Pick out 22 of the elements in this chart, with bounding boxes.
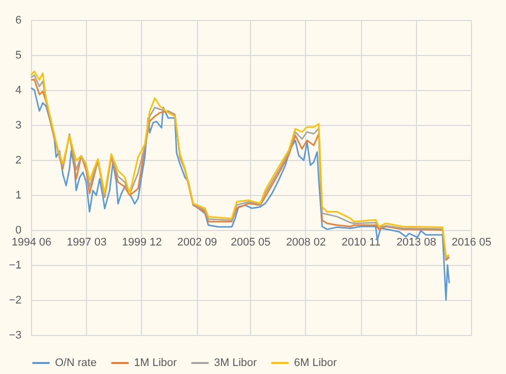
x-tick-label: 2005 05 <box>230 236 271 248</box>
y-tick-label: 6 <box>15 14 22 26</box>
x-tick-label: 2002 09 <box>177 236 218 248</box>
x-tick-label: 2013 08 <box>396 236 436 248</box>
y-tick-label: −3 <box>8 330 22 342</box>
y-tick-label: −1 <box>8 260 22 272</box>
x-tick-label: 1997 03 <box>66 236 107 248</box>
y-tick-label: 4 <box>15 84 22 96</box>
y-tick-label: 2 <box>15 154 22 166</box>
x-tick-label: 1994 06 <box>12 236 52 248</box>
y-tick-label: −2 <box>8 294 22 306</box>
y-tick-label: 5 <box>15 50 22 62</box>
y-tick-label: 0 <box>15 224 22 236</box>
legend-label: 3M Libor <box>214 357 258 369</box>
x-tick-label: 1999 12 <box>122 236 162 248</box>
x-tick-label: 2008 02 <box>286 236 326 248</box>
y-tick-label: 3 <box>15 120 22 132</box>
y-tick-label: 1 <box>15 190 22 202</box>
legend-label: O/N rate <box>55 357 97 369</box>
legend-label: 6M Libor <box>294 357 338 369</box>
x-tick-label: 2016 05 <box>452 236 492 248</box>
legend-label: 1M Libor <box>134 357 178 369</box>
